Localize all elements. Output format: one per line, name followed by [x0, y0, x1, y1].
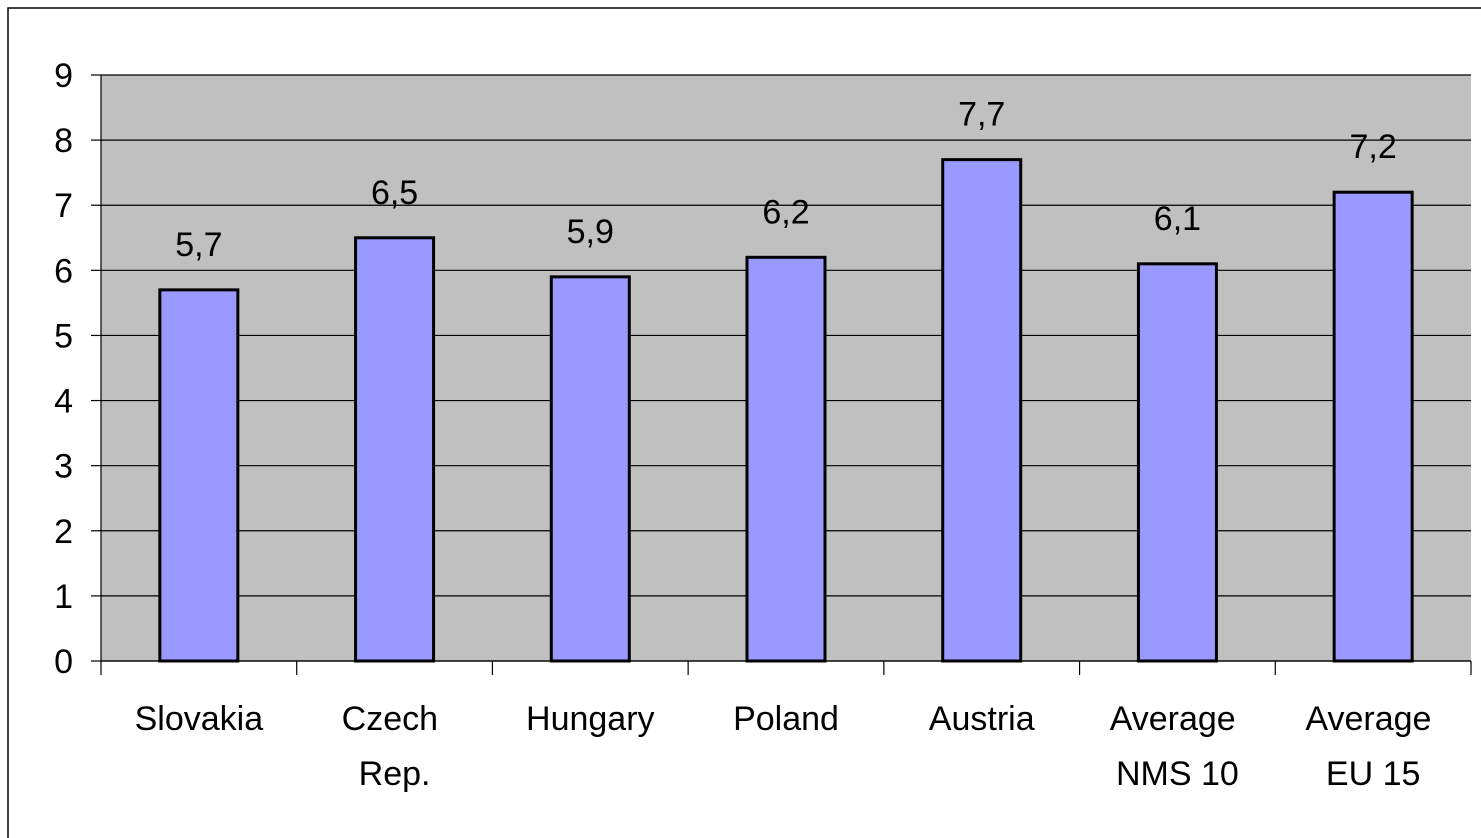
value-label: 5,9	[567, 213, 614, 251]
y-tick-label: 4	[54, 383, 73, 421]
value-label: 7,2	[1350, 128, 1397, 166]
x-tick-label: Average NMS 10	[1110, 700, 1245, 793]
x-tick-label: Slovakia	[135, 700, 264, 738]
y-tick-label: 5	[54, 317, 73, 355]
x-tick-label-line: Average	[1305, 700, 1440, 738]
bar	[549, 275, 631, 663]
bar	[941, 158, 1023, 663]
bar	[745, 255, 827, 663]
x-tick-label-line: Rep.	[359, 755, 431, 793]
value-label: 5,7	[175, 226, 222, 264]
y-tick-label: 8	[54, 122, 73, 160]
x-tick-label-line: Czech	[342, 700, 448, 738]
x-tick-label-line: EU 15	[1326, 755, 1421, 793]
y-tick-label: 6	[54, 252, 73, 290]
value-label: 7,7	[958, 96, 1005, 134]
y-tick-label: 1	[54, 578, 73, 616]
x-tick-label: Czech Rep.	[342, 700, 448, 793]
y-tick-label: 9	[54, 57, 73, 95]
x-tick-label: Austria	[929, 700, 1035, 738]
y-tick-label: 3	[54, 448, 73, 486]
x-tick-label: Hungary	[526, 700, 655, 738]
value-label: 6,2	[762, 193, 809, 231]
y-tick-label: 2	[54, 513, 73, 551]
y-tick-label: 0	[54, 643, 73, 681]
x-tick-label: Poland	[733, 700, 839, 738]
bar	[1136, 262, 1218, 663]
bar	[1332, 190, 1414, 663]
x-tick-label: Average EU 15	[1305, 700, 1440, 793]
bar	[354, 236, 436, 663]
x-tick-label-line: NMS 10	[1116, 755, 1239, 793]
bar	[158, 288, 240, 663]
y-tick-label: 7	[54, 187, 73, 225]
x-tick-label-line: Average	[1110, 700, 1245, 738]
value-label: 6,1	[1154, 200, 1201, 238]
value-label: 6,5	[371, 174, 418, 212]
